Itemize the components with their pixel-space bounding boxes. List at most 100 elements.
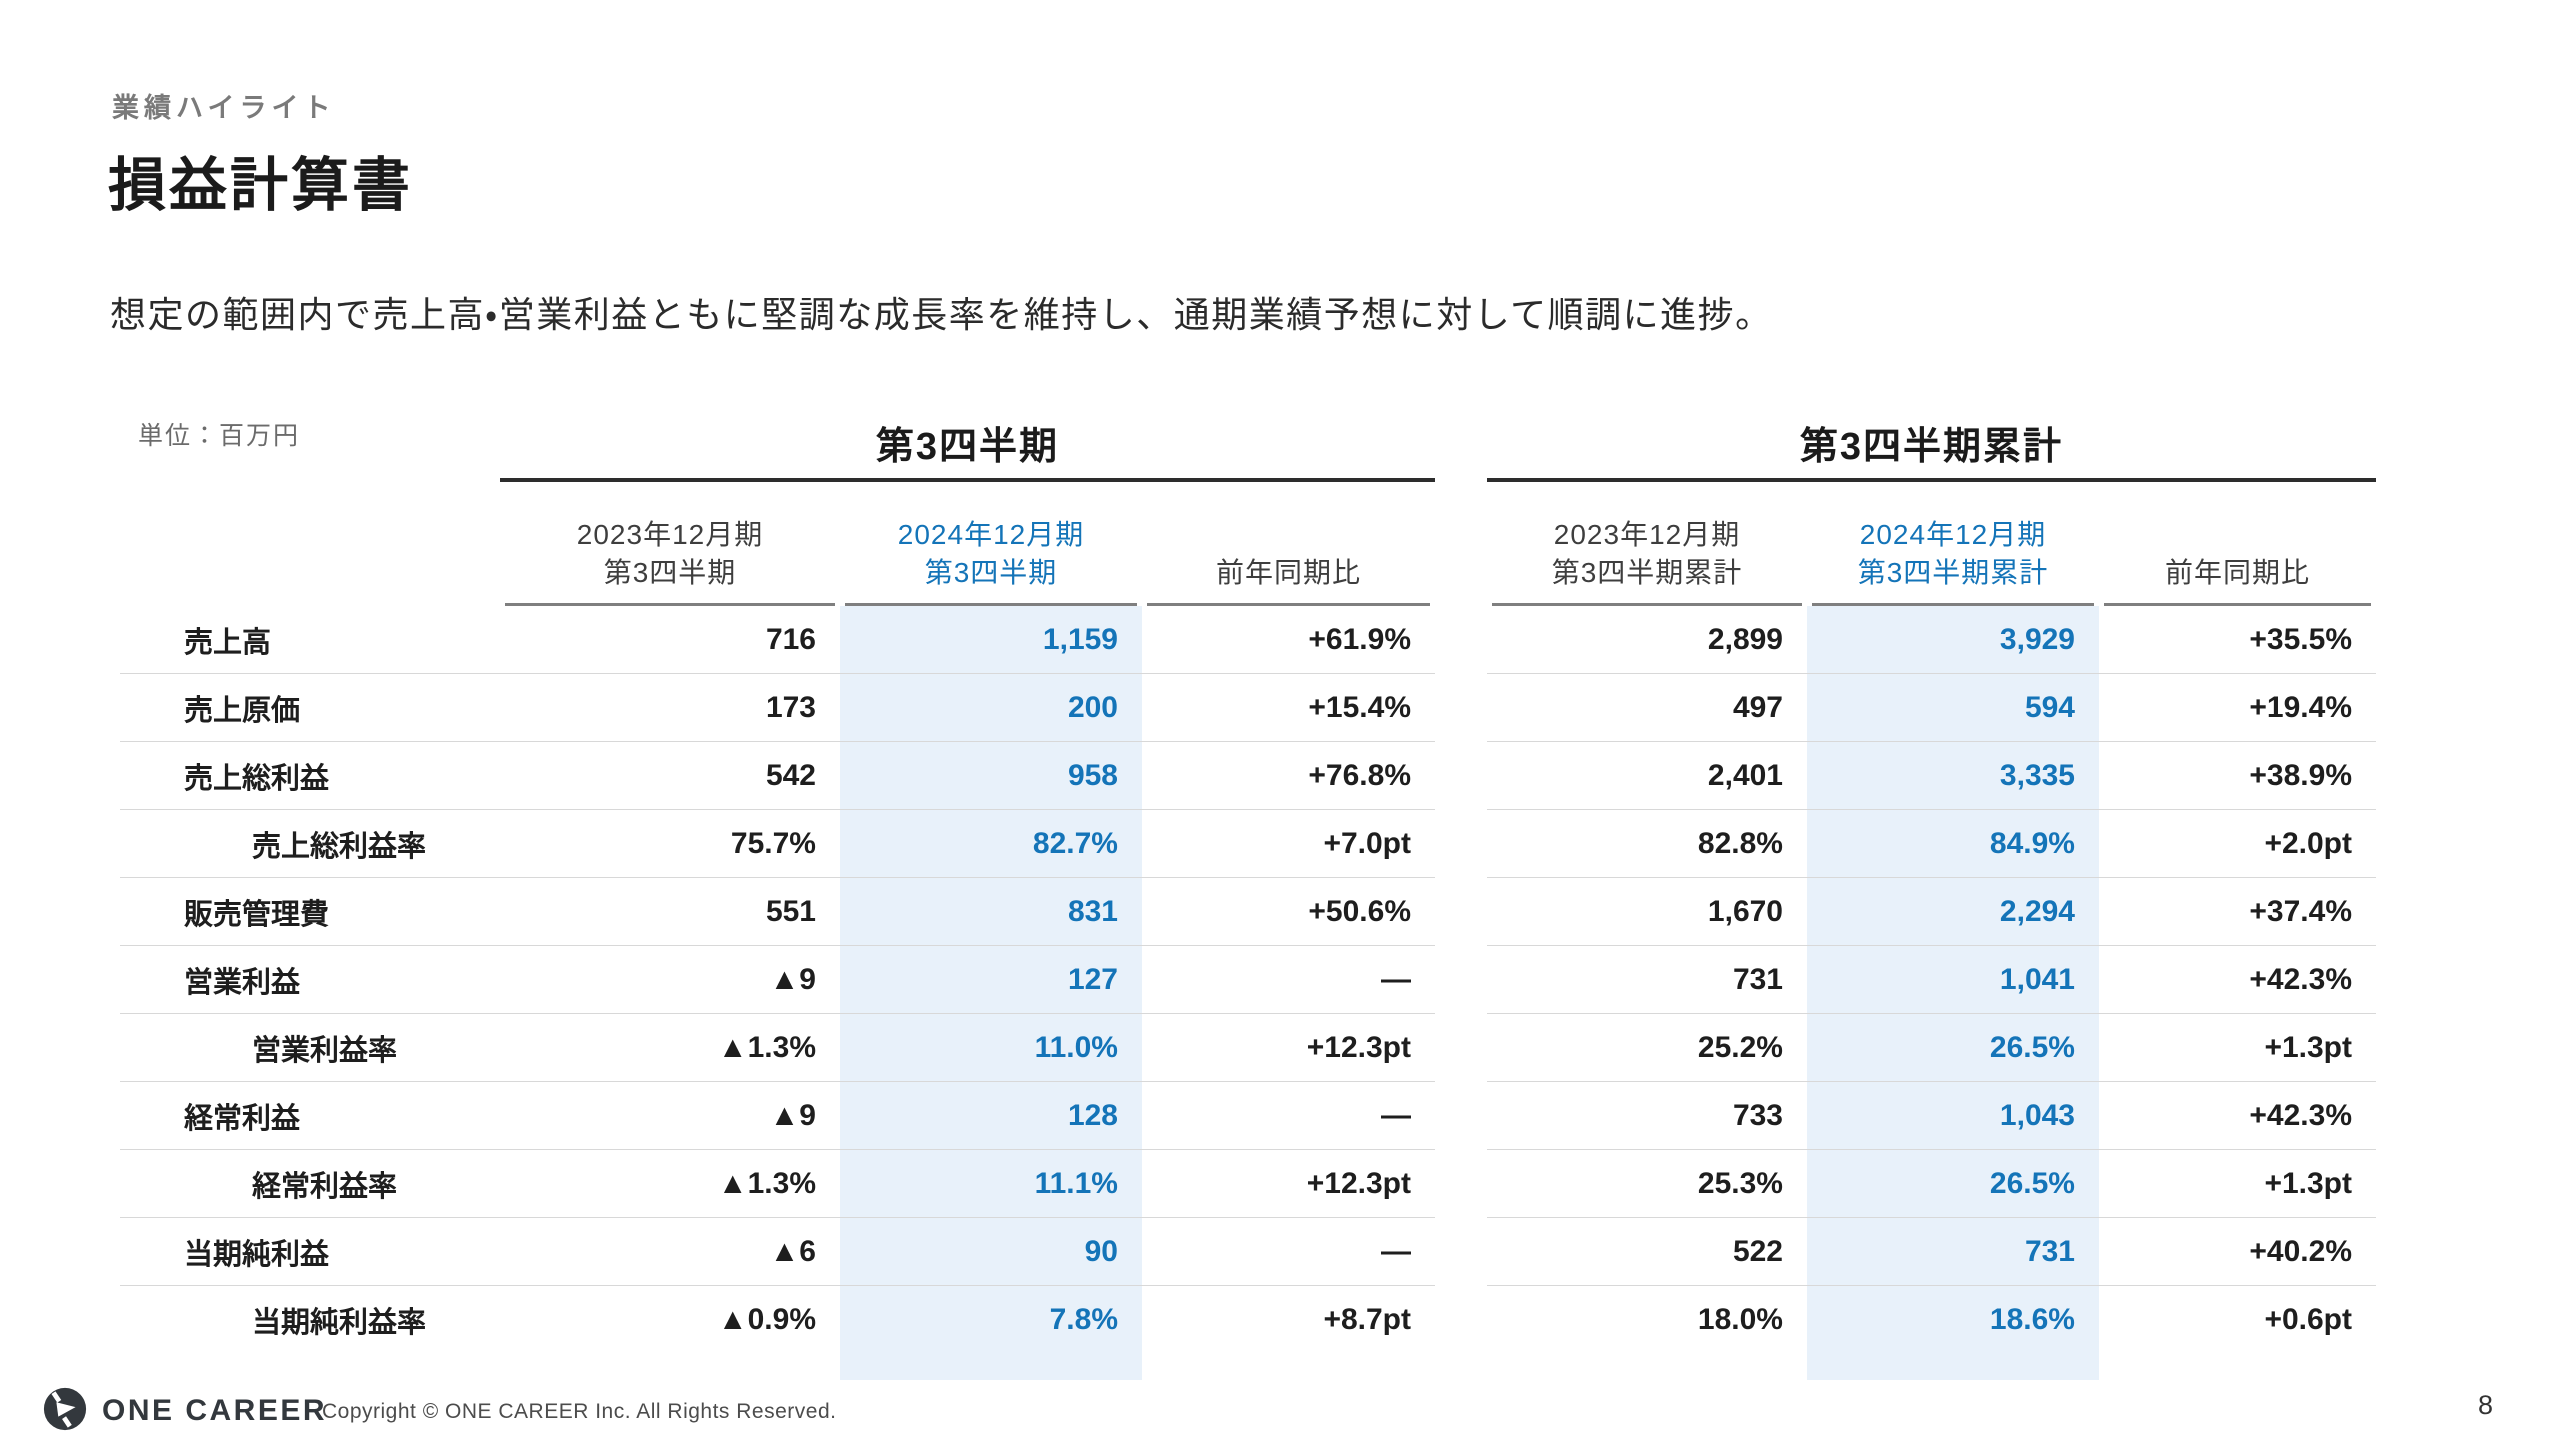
value-yoy: +0.6pt: [2264, 1303, 2352, 1336]
column-header-yoy: 前年同期比: [1142, 482, 1435, 606]
value-prev: 542: [500, 742, 840, 810]
value-yoy: +50.6%: [1142, 878, 1435, 946]
value-current: 84.9%: [1807, 810, 2099, 878]
value-prev: 551: [500, 878, 840, 946]
spacer: [1487, 1354, 1807, 1380]
column-header-line1: 2023年12月期: [1553, 518, 1741, 550]
value-current: 1,043: [1807, 1082, 2099, 1150]
value-prev: ▲9: [500, 946, 840, 1014]
value-current: 127: [840, 946, 1142, 1014]
value-prev: ▲9: [500, 1082, 840, 1150]
page-title: 損益計算書: [108, 153, 414, 218]
value-yoy: +8.7pt: [1323, 1303, 1411, 1336]
column-header-line2: 第3四半期: [603, 556, 737, 588]
row-label: 売上総利益: [120, 742, 500, 810]
value-yoy: +2.0pt: [2099, 810, 2376, 878]
value-prev: 497: [1487, 674, 1807, 742]
spacer: [120, 436, 500, 482]
row-label: 営業利益: [120, 946, 500, 1014]
value-current: 18.6%: [1807, 1286, 2099, 1354]
value-yoy: —: [1142, 1082, 1435, 1150]
value-current: 2,294: [1807, 878, 2099, 946]
column-header-line1: 2024年12月期: [897, 518, 1085, 550]
value-current: 3,929: [1807, 606, 2099, 674]
column-header-line1: 2023年12月期: [576, 518, 764, 550]
column-header-line2: 第3四半期累計: [1857, 556, 2049, 588]
value-yoy: —: [1142, 946, 1435, 1014]
row-label: 売上総利益率: [120, 810, 500, 878]
value-current: 128: [840, 1082, 1142, 1150]
value-yoy: +1.3pt: [2099, 1014, 2376, 1082]
column-header-current-cumulative: 2024年12月期 第3四半期累計: [1807, 482, 2099, 606]
value-current: 831: [840, 878, 1142, 946]
column-header-line2: 第3四半期: [924, 556, 1058, 588]
value-current: 3,335: [1807, 742, 2099, 810]
column-header-prev-cumulative: 2023年12月期 第3四半期累計: [1487, 482, 1807, 606]
value-current: 26.5%: [1807, 1014, 2099, 1082]
value-prev: 2,899: [1487, 606, 1807, 674]
column-header-line1: 前年同期比: [1215, 556, 1361, 588]
value-current: 11.0%: [840, 1014, 1142, 1082]
value-prev: 716: [500, 606, 840, 674]
row-label: 経常利益率: [120, 1150, 500, 1218]
value-yoy: +76.8%: [1142, 742, 1435, 810]
value-prev: ▲1.3%: [500, 1014, 840, 1082]
column-header-current-quarter: 2024年12月期 第3四半期: [840, 482, 1142, 606]
row-label: 販売管理費: [120, 878, 500, 946]
value-current: 594: [1807, 674, 2099, 742]
row-label: 当期純利益: [120, 1218, 500, 1286]
value-prev: 173: [500, 674, 840, 742]
table-quarter-group-title: 第3四半期: [500, 426, 1435, 482]
column-header-prev-quarter: 2023年12月期 第3四半期: [500, 482, 840, 606]
value-yoy: +40.2%: [2099, 1218, 2376, 1286]
value-yoy: +12.3pt: [1142, 1150, 1435, 1218]
value-prev: 2,401: [1487, 742, 1807, 810]
table-cumulative: 第3四半期累計 2023年12月期 第3四半期累計 2024年12月期 第3四半…: [1487, 426, 2376, 1380]
table-cumulative-group-title: 第3四半期累計: [1487, 426, 2376, 482]
value-current: 1,041: [1807, 946, 2099, 1014]
value-prev: 82.8%: [1487, 810, 1807, 878]
column-header-yoy: 前年同期比: [2099, 482, 2376, 606]
value-yoy: +1.3pt: [2099, 1150, 2376, 1218]
table-quarter: 第3四半期 2023年12月期 第3四半期 2024年12月期 第3四半期 前年…: [120, 426, 1435, 1380]
value-current: 200: [840, 674, 1142, 742]
spacer: [1142, 1354, 1435, 1380]
value-current: 731: [1807, 1218, 2099, 1286]
value-current: 11.1%: [840, 1150, 1142, 1218]
column-header-line2: 第3四半期累計: [1551, 556, 1743, 588]
column-header-line1: 2024年12月期: [1859, 518, 2047, 550]
value-yoy: —: [1142, 1218, 1435, 1286]
value-yoy: +37.4%: [2099, 878, 2376, 946]
value-current: 958: [840, 742, 1142, 810]
value-prev: ▲0.9%: [717, 1303, 816, 1336]
highlight-column-tail: [840, 1354, 1142, 1380]
spacer: [120, 1354, 500, 1380]
value-prev: 25.3%: [1487, 1150, 1807, 1218]
spacer: [2099, 1354, 2376, 1380]
row-label: 売上高: [120, 606, 500, 674]
value-yoy: +42.3%: [2099, 946, 2376, 1014]
unit-label: 単位：百万円: [138, 422, 301, 450]
highlight-column-tail: [1807, 1354, 2099, 1380]
value-yoy: +15.4%: [1142, 674, 1435, 742]
row-label: 経常利益: [120, 1082, 500, 1150]
value-current: 90: [840, 1218, 1142, 1286]
row-label: 当期純利益率: [252, 1307, 427, 1339]
value-current: 7.8%: [840, 1286, 1142, 1354]
value-yoy: +19.4%: [2099, 674, 2376, 742]
value-prev: ▲6: [500, 1218, 840, 1286]
value-current: 82.7%: [840, 810, 1142, 878]
value-prev: 18.0%: [1697, 1303, 1783, 1336]
value-yoy: +12.3pt: [1142, 1014, 1435, 1082]
value-prev: 731: [1487, 946, 1807, 1014]
row-label: 営業利益率: [120, 1014, 500, 1082]
row-label: 売上原価: [120, 674, 500, 742]
value-prev: 733: [1487, 1082, 1807, 1150]
subtitle: 想定の範囲内で売上高・営業利益ともに堅調な成長率を維持し、通期業績予想に対して順…: [110, 294, 1773, 335]
value-prev: 25.2%: [1487, 1014, 1807, 1082]
value-prev: 75.7%: [500, 810, 840, 878]
copyright-text: Copyright © ONE CAREER Inc. All Rights R…: [322, 1400, 837, 1423]
value-prev: 522: [1487, 1218, 1807, 1286]
value-current: 26.5%: [1807, 1150, 2099, 1218]
